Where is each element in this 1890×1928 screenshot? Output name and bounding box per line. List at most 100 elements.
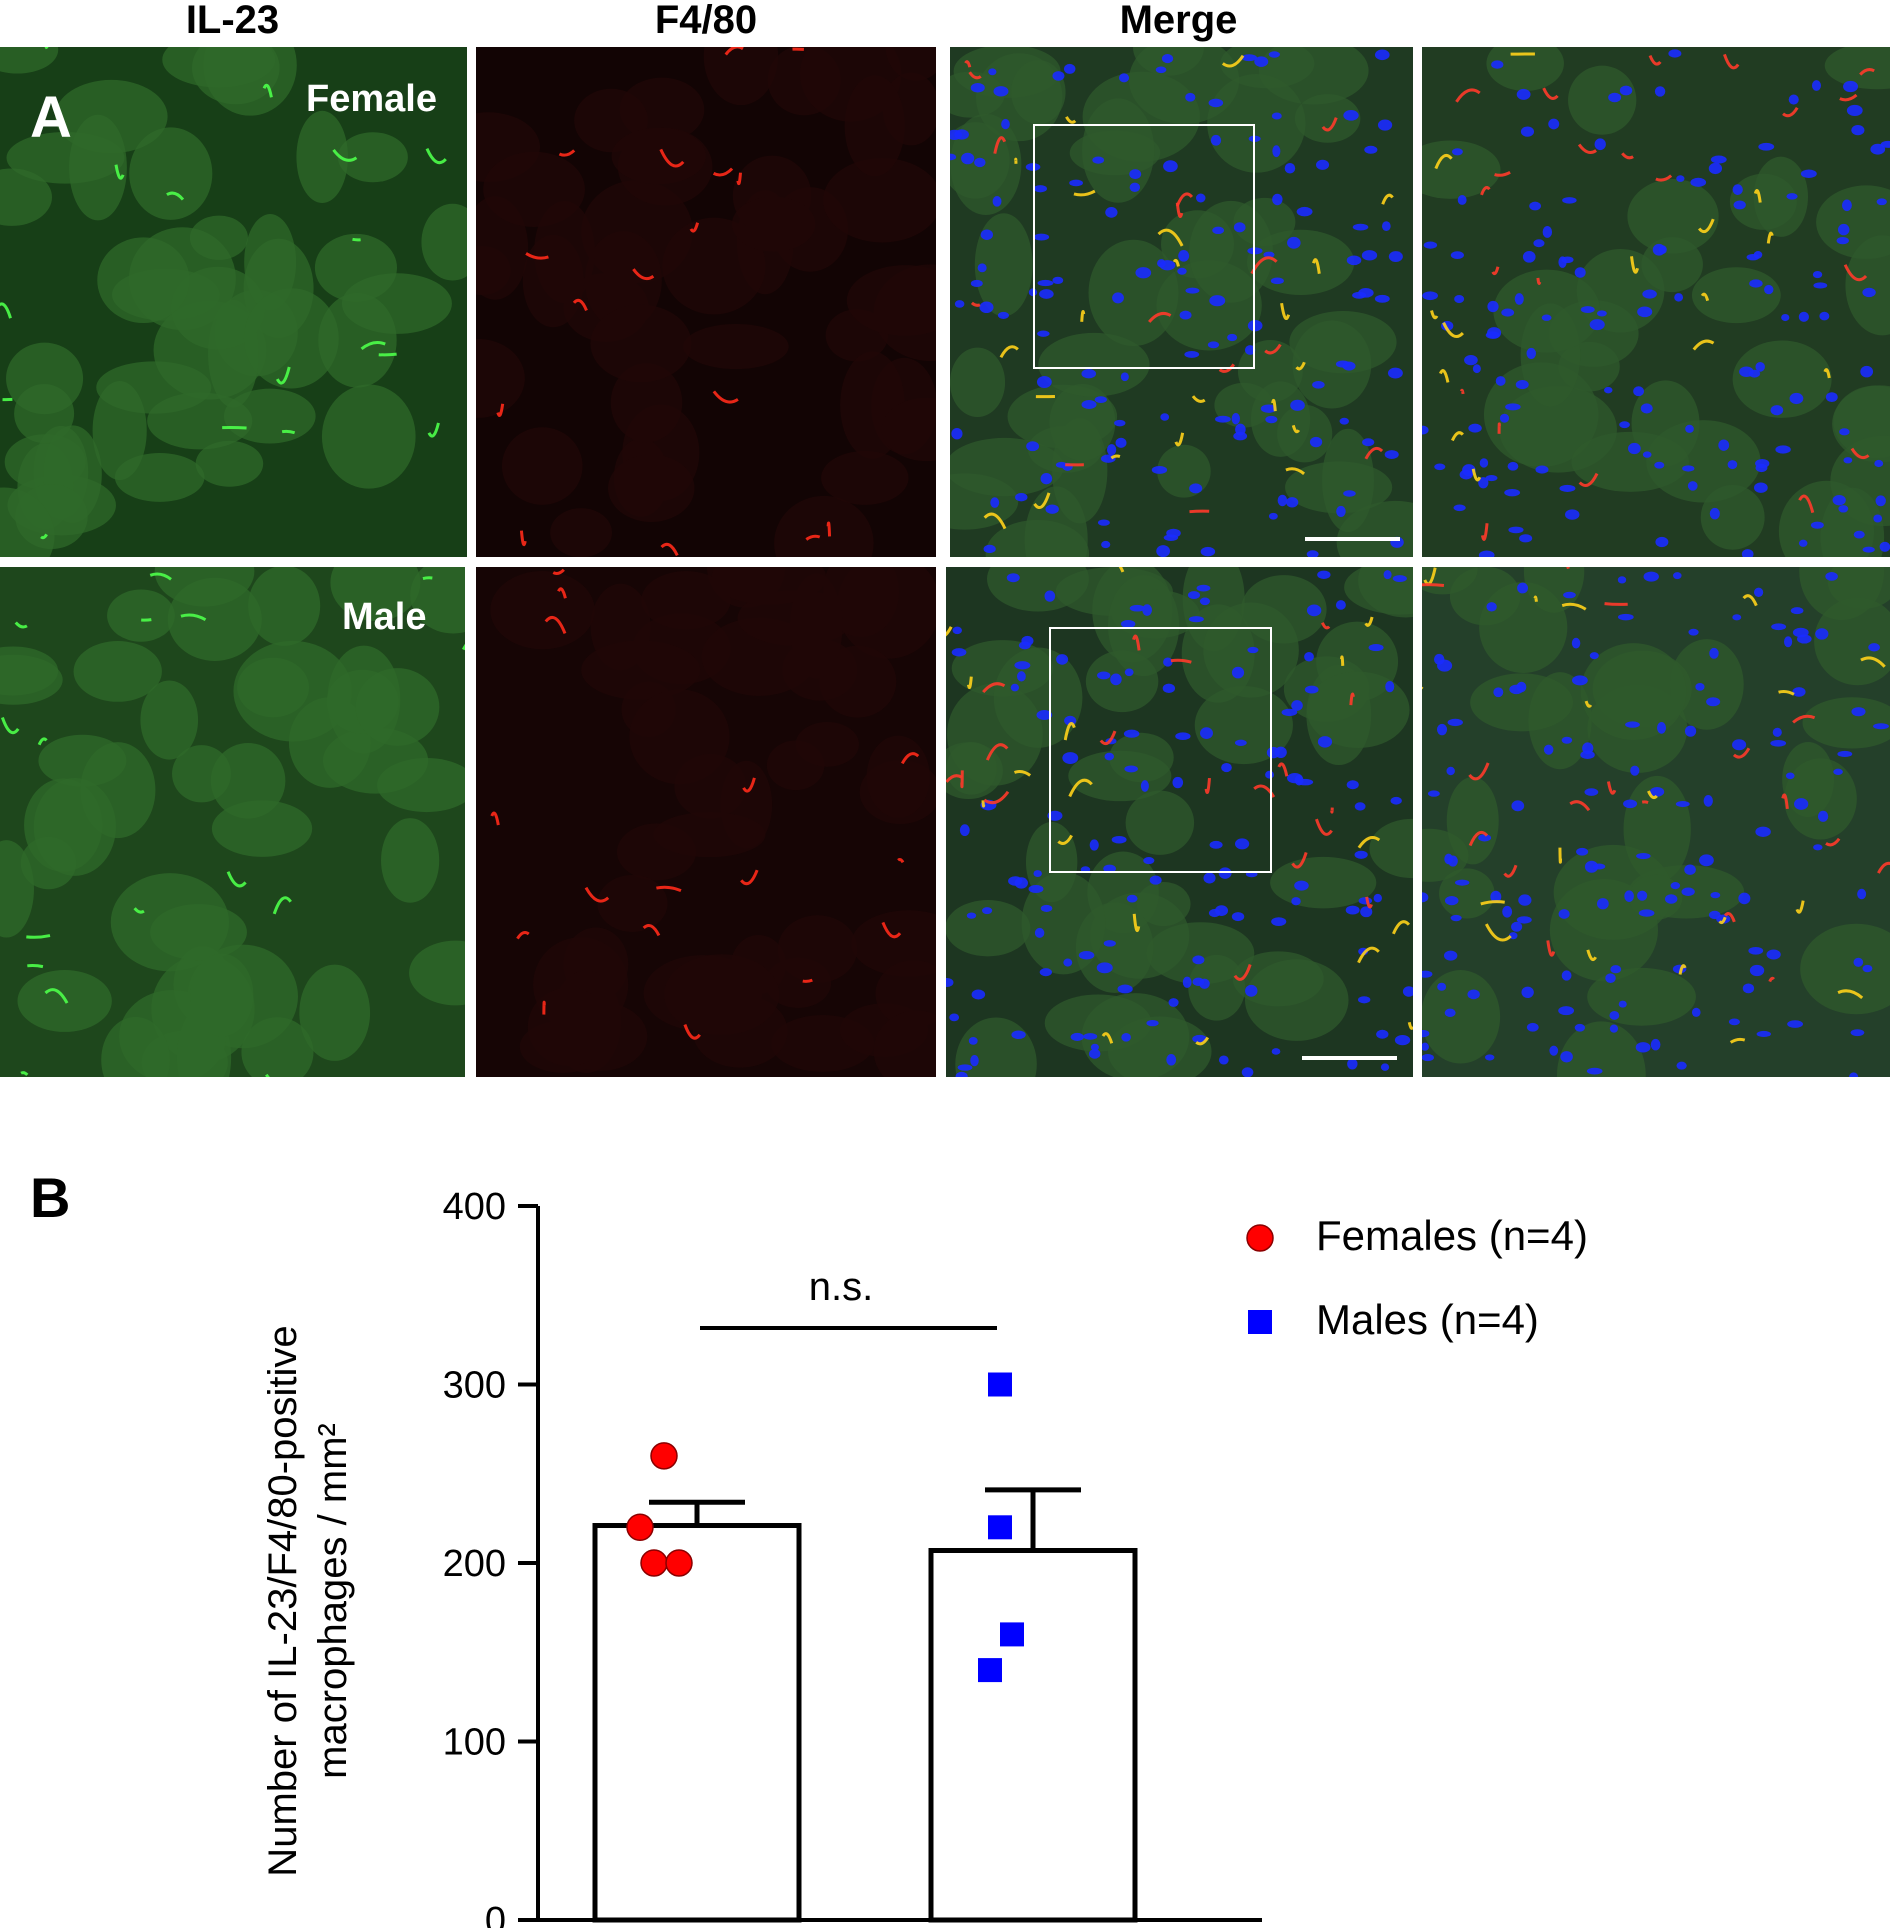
nucleus [1373, 893, 1382, 903]
nucleus [1501, 308, 1515, 317]
nucleus [1695, 682, 1705, 691]
nucleus [1825, 392, 1838, 403]
y-axis-label: Number of IL-23/F4/80-positive [261, 1325, 305, 1876]
nucleus [1491, 60, 1504, 69]
nucleus [1467, 989, 1480, 1000]
nucleus [1874, 459, 1884, 468]
nucleus [1517, 582, 1529, 594]
tissue-cell [421, 203, 467, 281]
stained-streak [557, 587, 567, 599]
nucleus [961, 152, 975, 165]
nucleus [1306, 550, 1319, 557]
stained-streak [740, 869, 759, 886]
stained-streak [1423, 567, 1437, 586]
nucleus [1374, 49, 1390, 61]
nucleus [1561, 970, 1572, 981]
tissue-cell [610, 363, 683, 443]
nucleus [1790, 607, 1804, 615]
tissue-cell [1322, 428, 1374, 533]
tissue-cell [683, 323, 789, 370]
nucleus [1637, 890, 1648, 901]
tissue-cell [1669, 639, 1744, 730]
nucleus [1296, 206, 1313, 217]
stained-streak [1065, 116, 1077, 124]
nucleus [1163, 160, 1178, 173]
nucleus [1358, 897, 1373, 905]
nucleus [1444, 853, 1453, 865]
tissue-cell [1814, 597, 1890, 686]
stained-streak [897, 857, 905, 864]
nucleus [1798, 311, 1809, 322]
nucleus [1274, 746, 1287, 759]
tissue-cell [821, 450, 909, 505]
tissue-cell [1369, 818, 1413, 879]
tissue-cell [243, 288, 339, 389]
tissue-cell [154, 567, 255, 607]
tissue-cell [1523, 567, 1585, 613]
nucleus [1422, 892, 1429, 903]
nucleus [1549, 1045, 1559, 1056]
tissue-cell [248, 567, 321, 646]
stained-streak [1578, 472, 1599, 487]
micrograph-male-il23 [0, 567, 465, 1077]
stained-streak [1630, 256, 1639, 274]
stained-streak [1118, 567, 1125, 573]
nucleus [983, 544, 996, 554]
nucleus [974, 157, 986, 168]
stained-streak [496, 403, 505, 417]
stained-streak [1033, 492, 1051, 509]
tissue-cell [476, 338, 525, 418]
nucleus [1843, 457, 1853, 464]
tissue-cell [318, 292, 397, 388]
nucleus [1649, 786, 1665, 797]
green-channel-texture [0, 47, 467, 557]
nucleus [1026, 441, 1040, 452]
nucleus [1231, 912, 1245, 922]
nucleus [1703, 794, 1713, 807]
stained-streak [1172, 258, 1180, 267]
stained-streak [461, 643, 465, 651]
tissue-cell [703, 47, 779, 106]
nucleus [1343, 490, 1356, 497]
nucleus [1354, 802, 1366, 811]
stained-streak [805, 534, 821, 541]
nucleus [1558, 1006, 1575, 1016]
tissue-cell [846, 265, 936, 336]
nucleus [1509, 684, 1524, 695]
nucleus [1619, 421, 1630, 429]
nucleus [1637, 306, 1653, 318]
nucleus [1044, 590, 1056, 602]
stained-streak [572, 298, 588, 312]
tissue-cell [1470, 673, 1574, 732]
micrograph-male-zoom [1422, 567, 1890, 1077]
nucleus [1638, 909, 1655, 917]
stained-streak [1729, 1037, 1746, 1044]
nucleus [1486, 602, 1497, 612]
nucleus [1543, 744, 1554, 755]
nucleus [1589, 652, 1599, 660]
stained-streak [1484, 923, 1512, 942]
nucleus [1357, 996, 1371, 1004]
nucleus [1839, 428, 1850, 436]
nucleus [1115, 437, 1127, 448]
nucleus [1336, 505, 1346, 517]
stained-streak [516, 931, 530, 940]
tissue-cell [950, 71, 1005, 118]
tissue-cell [97, 237, 190, 324]
tissue-cell [1422, 970, 1501, 1064]
nucleus [1123, 729, 1140, 738]
nucleus [1454, 879, 1470, 886]
nucleus [1688, 628, 1699, 636]
tissue-cell [607, 454, 695, 522]
nucleus [1177, 267, 1187, 275]
stained-streak [1700, 292, 1710, 302]
nucleus [1654, 461, 1665, 469]
nucleus [1149, 875, 1162, 885]
tissue-cell [1125, 790, 1195, 855]
nucleus [1218, 867, 1232, 879]
nucleus [955, 1071, 968, 1077]
nucleus [977, 263, 987, 273]
nucleus [1851, 125, 1865, 136]
stained-streak [26, 934, 51, 939]
nucleus [1798, 539, 1808, 547]
